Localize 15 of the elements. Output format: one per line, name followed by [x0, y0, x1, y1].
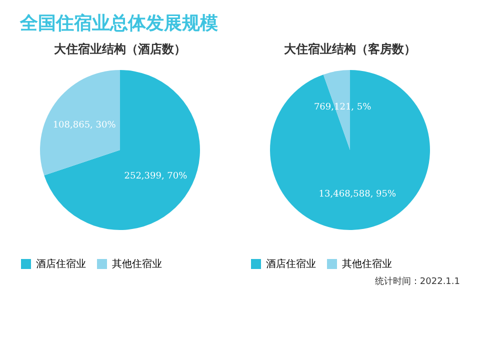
data-label: 13,468,588, 95% [318, 189, 397, 200]
text: 全国住宿业总体发展规模 [19, 13, 218, 34]
chart-title: 大住宿业结构（客房数） [284, 42, 416, 56]
legend-label: 酒店住宿业 [266, 258, 316, 270]
pie-slice [44, 70, 200, 230]
pie-slice [40, 70, 120, 176]
data-label: 252,399, 70% [124, 172, 188, 182]
legend-label: 其他住宿业 [342, 258, 392, 270]
chart-title: 大住宿业结构（酒店数） [54, 42, 186, 56]
legend-label: 其他住宿业 [112, 258, 162, 270]
legend-label: 酒店住宿业 [36, 258, 86, 270]
data-label: 108,865, 30% [52, 120, 116, 130]
text: 统计时间：2022.1.1 [374, 276, 460, 287]
data-label: 769,121, 5% [314, 102, 372, 113]
pie-slice [270, 70, 430, 230]
